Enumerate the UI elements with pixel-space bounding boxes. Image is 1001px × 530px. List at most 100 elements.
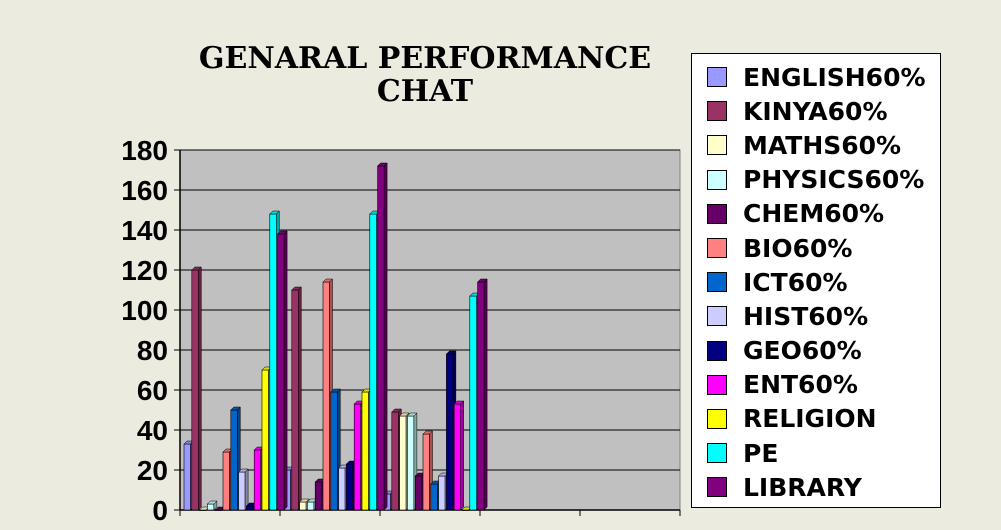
bar-front — [446, 353, 454, 511]
legend-swatch — [707, 101, 727, 122]
legend-swatch — [707, 340, 727, 361]
bar-front — [246, 505, 254, 511]
bar-front — [438, 475, 446, 511]
legend-item: GEO60% — [692, 334, 940, 368]
bar-top — [237, 468, 249, 473]
bar — [453, 400, 465, 511]
legend-swatch — [707, 169, 727, 190]
bar-top — [376, 162, 388, 167]
bar-top — [269, 210, 280, 215]
y-tick-label: 180 — [121, 135, 168, 166]
bar-front — [261, 369, 269, 511]
bar — [376, 162, 388, 511]
bar-front — [369, 213, 377, 511]
legend-swatch — [707, 135, 727, 156]
bar-front — [353, 403, 362, 511]
y-tick-label: 120 — [121, 255, 168, 286]
bar-front — [414, 475, 423, 511]
legend-label: GEO60% — [743, 336, 862, 366]
bar-front — [269, 213, 277, 511]
bar-top — [330, 388, 341, 393]
bar-front — [330, 391, 338, 511]
bar-top — [422, 430, 434, 435]
legend-label: RELIGION — [743, 404, 877, 434]
bar-front — [377, 165, 385, 511]
bar-side — [198, 266, 202, 511]
bar-front — [338, 467, 346, 511]
bar-front — [430, 483, 438, 511]
bar-side — [460, 400, 464, 511]
legend-swatch — [707, 374, 727, 395]
bar-front — [399, 415, 407, 511]
bar-front — [277, 233, 285, 511]
legend-swatch — [707, 477, 727, 498]
bar — [406, 412, 418, 511]
y-tick-label: 60 — [137, 375, 168, 406]
legend-swatch — [707, 408, 727, 429]
bar-top — [398, 412, 410, 417]
legend-label: PE — [743, 438, 779, 468]
bar-front — [183, 443, 191, 511]
y-tick-label: 100 — [121, 295, 168, 326]
legend-swatch — [707, 67, 727, 88]
legend: ENGLISH60% KINYA60% MATHS60% PHYSICS60% CHEM… — [691, 53, 941, 508]
bar-front — [222, 451, 230, 511]
bar — [191, 266, 202, 511]
bar-front — [477, 281, 485, 511]
y-tick-label: 160 — [121, 175, 168, 206]
y-tick-label: 140 — [121, 215, 168, 246]
legend-item: CHEM60% — [692, 197, 940, 231]
y-tick-label: 80 — [137, 335, 168, 366]
y-tick-label: 0 — [152, 495, 168, 526]
bar-front — [307, 501, 315, 511]
legend-item: BIO60% — [692, 231, 940, 265]
legend-swatch — [707, 443, 727, 464]
legend-swatch — [707, 203, 727, 224]
bar-front — [238, 471, 246, 511]
bar-top — [276, 230, 288, 235]
bar-top — [445, 350, 457, 355]
bar — [206, 500, 218, 511]
chart-title: GENARAL PERFORMANCE CHAT — [198, 41, 652, 109]
bar-top — [406, 412, 418, 417]
bar-top — [453, 400, 465, 405]
bar-top — [322, 278, 334, 283]
bar-top — [230, 406, 241, 411]
bar-front — [361, 391, 369, 511]
bar-top — [391, 408, 402, 413]
legend-label: HIST60% — [743, 301, 869, 331]
bar-front — [346, 463, 354, 511]
bar-front — [453, 403, 462, 511]
legend-label: ICT60% — [743, 267, 848, 297]
y-tick-label: 40 — [137, 415, 168, 446]
legend-swatch — [707, 238, 727, 259]
bar-top — [476, 278, 488, 283]
bar-front — [230, 409, 238, 511]
bar-front — [391, 411, 399, 511]
legend-item: PE — [692, 436, 940, 470]
legend-label: ENGLISH60% — [743, 62, 926, 92]
bar-front — [191, 269, 199, 511]
y-tick-label: 20 — [137, 455, 168, 486]
legend-swatch — [707, 272, 727, 293]
bar-top — [191, 266, 202, 271]
legend-label: KINYA60% — [743, 96, 888, 126]
bar-front — [207, 503, 215, 511]
bar-side — [298, 286, 302, 511]
bar-front — [422, 433, 430, 511]
legend-label: LIBRARY — [743, 472, 862, 502]
bar-side — [483, 278, 488, 511]
legend-item: MATHS60% — [692, 128, 940, 162]
legend-item: ENT60% — [692, 368, 940, 402]
bar-front — [469, 295, 477, 511]
bar — [276, 230, 288, 511]
legend-item: HIST60% — [692, 299, 940, 333]
bar — [476, 278, 488, 511]
bar-side — [283, 230, 288, 511]
legend-swatch — [707, 306, 727, 327]
legend-label: PHYSICS60% — [743, 165, 925, 195]
bar-front — [322, 281, 330, 511]
legend-item: ENGLISH60% — [692, 60, 940, 94]
bar-front — [253, 449, 261, 511]
